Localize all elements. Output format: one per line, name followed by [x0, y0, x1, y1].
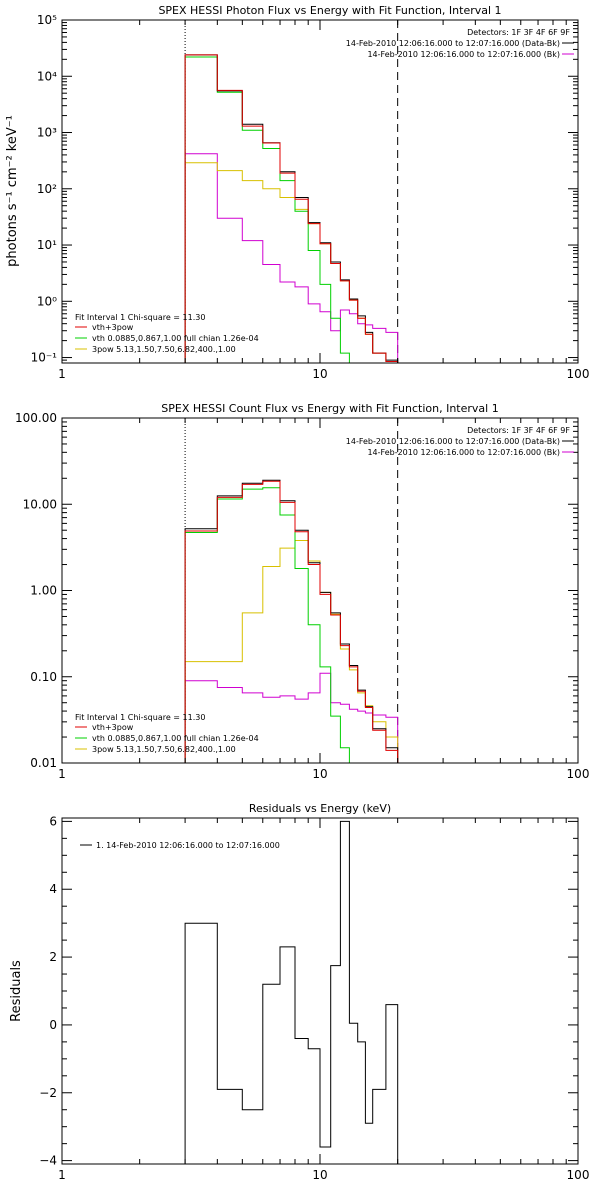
- y-tick-label: 10⁻¹: [31, 351, 58, 365]
- count-flux-marks: [184, 418, 399, 764]
- legend-entry: vth 0.0885,0.867,1.00 full chian 1.26e-0…: [92, 334, 259, 343]
- fit-legend-header: Fit Interval 1 Chi-square = 11.30: [75, 713, 205, 722]
- y-tick-label: 1.00: [30, 584, 57, 598]
- x-tick-label: 100: [567, 767, 590, 781]
- x-tick-label: 10: [312, 767, 327, 781]
- series-bk-line: [184, 672, 399, 763]
- detectors-label: Detectors: 1F 3F 4F 6F 9F: [467, 28, 570, 37]
- y-tick-label: 2: [49, 950, 57, 964]
- x-tick-label: 1: [58, 1168, 66, 1182]
- y-tick-label: 100.00: [15, 411, 57, 425]
- detectors-label: Detectors: 1F 3F 4F 6F 9F: [467, 426, 570, 435]
- y-tick-label: 10¹: [37, 238, 57, 252]
- x-tick-label: 10: [312, 1168, 327, 1182]
- legend-entry: vth+3pow: [92, 723, 134, 732]
- data-interval-label: 14-Feb-2010 12:06:16.000 to 12:07:16.000…: [346, 39, 560, 48]
- residuals-ticks: 1 10 100 −4 −2 0 2 4 6: [39, 814, 589, 1182]
- y-tick-label: 0.01: [30, 756, 57, 770]
- y-tick-label: 10.00: [23, 497, 57, 511]
- residuals-panel: Residuals vs Energy (keV) 1 10 100 −4 −2 0 2 4 6…: [9, 802, 589, 1182]
- fit-legend-header: Fit Interval 1 Chi-square = 11.30: [75, 313, 205, 322]
- series-vth-3pow-line: [184, 54, 399, 363]
- residuals-marks: [184, 820, 399, 1164]
- chart-title: Residuals vs Energy (keV): [249, 802, 391, 815]
- y-tick-label: 10⁰: [37, 294, 57, 308]
- series-data-bk-line: [184, 479, 399, 763]
- y-tick-label: 10³: [37, 126, 57, 140]
- series-1-14-feb-2010-12-06-16-000-to-12-07-16-000-line: [184, 820, 399, 1164]
- count-flux-ticks: 1 10 100 0.01 0.10 1.00 10.00 100.00: [15, 411, 589, 781]
- residual-legend-entry: 1. 14-Feb-2010 12:06:16.000 to 12:07:16.…: [96, 841, 280, 850]
- series-3pow-line: [184, 540, 399, 763]
- y-tick-label: 10⁵: [37, 13, 57, 27]
- x-tick-label: 100: [567, 367, 590, 381]
- legend-entry: 3pow 5.13,1.50,7.50,6.82,400.,1.00: [92, 345, 236, 354]
- photon-flux-marks: [184, 20, 399, 364]
- photon-flux-ticks: 1 10 100 10⁻¹ 10⁰ 10¹ 10² 10³ 10⁴ 10⁵: [31, 13, 590, 381]
- photon-flux-panel: SPEX HESSI Photon Flux vs Energy with Fi…: [5, 4, 589, 381]
- series-bk-line: [184, 153, 399, 363]
- legend-entry: vth 0.0885,0.867,1.00 full chian 1.26e-0…: [92, 734, 259, 743]
- y-axis-label: Residuals: [9, 960, 24, 1022]
- y-tick-label: 4: [49, 882, 57, 896]
- bk-interval-label: 14-Feb-2010 12:06:16.000 to 12:07:16.000…: [367, 50, 560, 59]
- y-tick-label: 10⁴: [37, 69, 57, 83]
- x-tick-label: 100: [567, 1168, 590, 1182]
- data-interval-label: 14-Feb-2010 12:06:16.000 to 12:07:16.000…: [346, 437, 560, 446]
- y-tick-label: 0.10: [30, 670, 57, 684]
- count-flux-panel: SPEX HESSI Count Flux vs Energy with Fit…: [15, 402, 589, 781]
- y-axis-label: photons s⁻¹ cm⁻² keV⁻¹: [5, 115, 20, 267]
- y-tick-label: −2: [39, 1086, 57, 1100]
- y-tick-label: 6: [49, 814, 57, 828]
- y-tick-label: −4: [39, 1154, 57, 1168]
- series-vth-3pow-line: [184, 480, 399, 763]
- chart-title: SPEX HESSI Photon Flux vs Energy with Fi…: [158, 4, 501, 17]
- y-tick-label: 10²: [37, 182, 57, 196]
- bk-interval-label: 14-Feb-2010 12:06:16.000 to 12:07:16.000…: [367, 448, 560, 457]
- chart-title: SPEX HESSI Count Flux vs Energy with Fit…: [161, 402, 498, 415]
- legend-entry: vth+3pow: [92, 323, 134, 332]
- x-tick-label: 1: [58, 767, 66, 781]
- x-tick-label: 10: [312, 367, 327, 381]
- series-data-bk-line: [184, 54, 399, 363]
- legend-entry: 3pow 5.13,1.50,7.50,6.82,400.,1.00: [92, 745, 236, 754]
- y-tick-label: 0: [49, 1018, 57, 1032]
- x-tick-label: 1: [58, 367, 66, 381]
